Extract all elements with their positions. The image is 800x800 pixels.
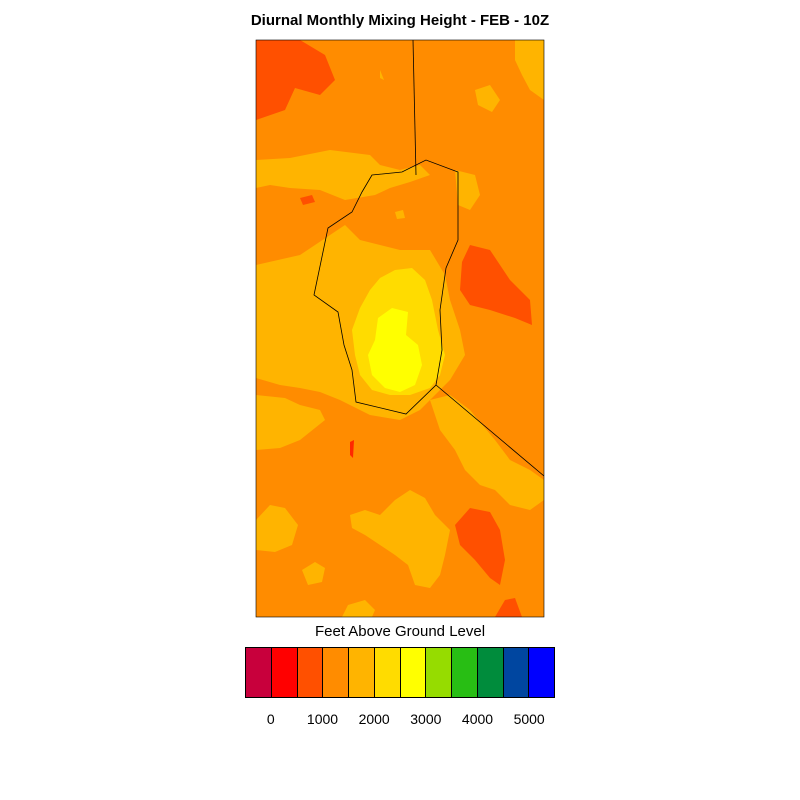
colorbar-swatch	[400, 648, 427, 697]
contour-region-amber	[256, 505, 298, 552]
colorbar-swatch	[477, 648, 504, 697]
colorbar-title: Feet Above Ground Level	[314, 623, 486, 640]
contour-region-amber	[475, 85, 500, 112]
contour-region-amber	[256, 150, 430, 200]
colorbar-tick-label: 0	[266, 711, 275, 727]
colorbar-swatch	[349, 648, 375, 697]
contour-region-orange-red	[256, 40, 335, 120]
contour-region-amber	[395, 210, 405, 219]
contour-region-amber	[342, 600, 375, 617]
contour-region-amber	[515, 40, 544, 100]
contour-region-orange-red	[460, 245, 532, 325]
contour-region-orange-red	[495, 598, 522, 617]
contour-region-orange-red	[300, 195, 315, 205]
colorbar-tick-label: 5000	[513, 711, 545, 727]
colorbar-swatch	[374, 648, 401, 697]
colorbar-swatch	[297, 648, 324, 697]
contour-region-amber	[350, 490, 450, 588]
colorbar-swatch	[323, 648, 349, 697]
contour-region-amber	[455, 170, 480, 210]
colorbar-tick-label: 4000	[461, 711, 494, 727]
contour-region-amber	[430, 395, 544, 510]
colorbar-swatch	[271, 648, 298, 697]
colorbar	[245, 647, 555, 698]
map-frame	[255, 39, 545, 618]
colorbar-swatch	[529, 648, 554, 697]
state-boundary-line	[412, 40, 417, 176]
contour-region-orange-red	[350, 440, 354, 458]
colorbar-swatch	[426, 648, 452, 697]
colorbar-tick-label: 2000	[358, 711, 390, 727]
contour-region-orange-red	[455, 508, 505, 585]
contour-region-amber	[302, 562, 325, 585]
colorbar-swatch	[246, 648, 272, 697]
contour-region-amber	[380, 70, 384, 80]
map-title: Diurnal Monthly Mixing Height - FEB - 10…	[250, 12, 550, 29]
colorbar-tick-label: 3000	[410, 711, 442, 727]
county-boundary	[313, 159, 459, 415]
colorbar-swatch	[452, 648, 478, 697]
colorbar-tick-label: 1000	[306, 711, 339, 727]
contour-region-amber	[256, 395, 325, 450]
state-boundary-line	[435, 384, 544, 477]
contour-region-yellow	[368, 308, 422, 392]
colorbar-swatch	[503, 648, 530, 697]
